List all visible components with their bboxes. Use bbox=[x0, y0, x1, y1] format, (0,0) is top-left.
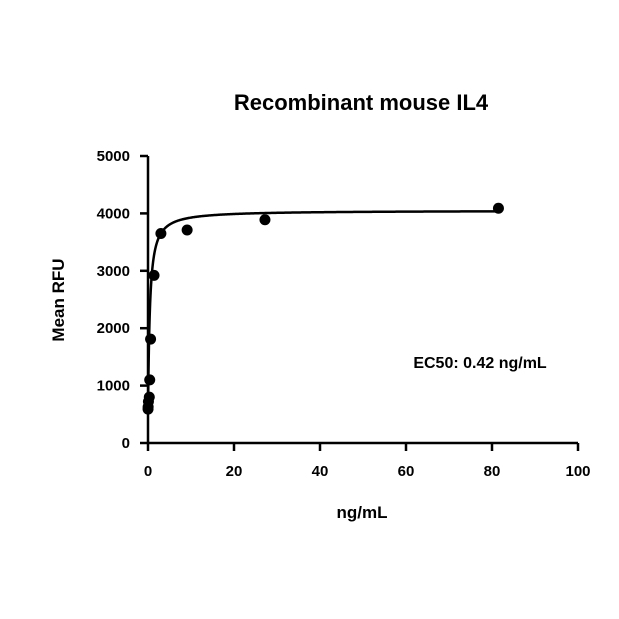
x-tick-label: 100 bbox=[565, 463, 590, 480]
data-point bbox=[148, 269, 160, 281]
fit-curve-layer bbox=[146, 210, 499, 411]
data-point bbox=[259, 214, 271, 226]
y-tick-label: 2000 bbox=[97, 320, 130, 337]
x-tick-label: 0 bbox=[144, 463, 152, 480]
data-point bbox=[143, 391, 155, 403]
x-tick-label: 20 bbox=[226, 463, 243, 480]
data-point bbox=[181, 224, 193, 236]
y-axis-title: Mean RFU bbox=[49, 258, 68, 341]
y-tick-label: 5000 bbox=[97, 148, 130, 165]
y-tick-label: 0 bbox=[122, 435, 130, 452]
fit-curve bbox=[146, 210, 499, 411]
y-tick-label: 3000 bbox=[97, 263, 130, 280]
y-tick-label: 4000 bbox=[97, 205, 130, 222]
data-point bbox=[144, 374, 156, 386]
data-point bbox=[145, 333, 157, 345]
data-points bbox=[142, 202, 504, 415]
data-point bbox=[492, 202, 504, 214]
x-tick-label: 60 bbox=[398, 463, 415, 480]
y-tick-label: 1000 bbox=[97, 378, 130, 395]
x-axis-title: ng/mL bbox=[337, 503, 388, 522]
ec50-annotation: EC50: 0.42 ng/mL bbox=[413, 355, 547, 372]
x-tick-label: 40 bbox=[312, 463, 329, 480]
axes: 0 1000 2000 3000 4000 5000 0 20 40 60 80 100 bbox=[97, 148, 591, 480]
data-point bbox=[155, 227, 167, 239]
x-tick-label: 80 bbox=[484, 463, 501, 480]
chart-title: Recombinant mouse IL4 bbox=[234, 90, 489, 115]
